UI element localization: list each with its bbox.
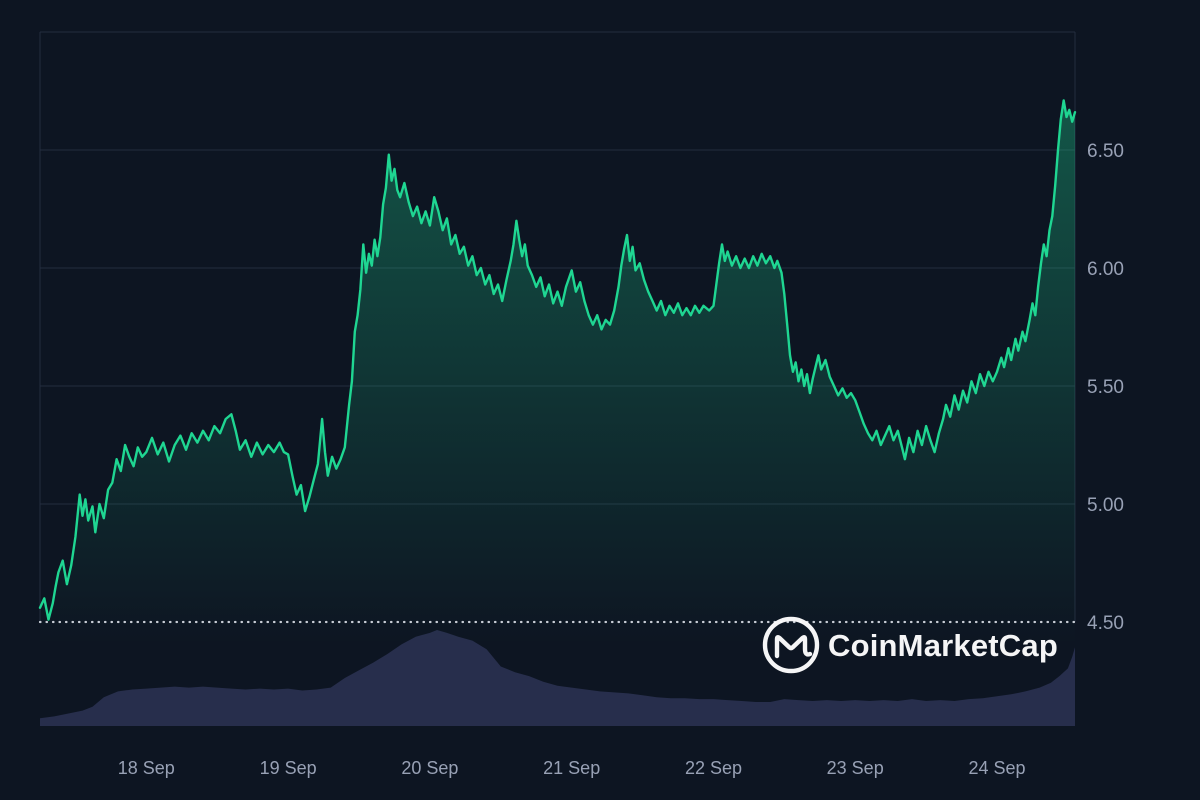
y-axis-label: 5.50 [1087, 377, 1124, 398]
x-axis-label: 22 Sep [685, 758, 742, 778]
price-area-fill [40, 100, 1075, 645]
x-axis-label: 18 Sep [118, 758, 175, 778]
y-axis-label: 4.50 [1087, 613, 1124, 634]
volume-area [40, 630, 1075, 726]
y-axis-label: 6.50 [1087, 141, 1124, 162]
x-axis-label: 19 Sep [260, 758, 317, 778]
watermark-text: CoinMarketCap [828, 628, 1058, 663]
x-axis-label: 23 Sep [827, 758, 884, 778]
y-axis-labels: 6.50 6.00 5.50 5.00 4.50 [1087, 141, 1124, 634]
x-axis-label: 21 Sep [543, 758, 600, 778]
y-axis-label: 6.00 [1087, 259, 1124, 280]
price-line [38, 99, 1077, 621]
coinmarketcap-logo-icon [762, 616, 820, 674]
x-axis-labels: 18 Sep 19 Sep 20 Sep 21 Sep 22 Sep 23 Sep 24 S… [118, 758, 1026, 778]
x-axis-label: 20 Sep [401, 758, 458, 778]
x-axis-label: 24 Sep [968, 758, 1025, 778]
coinmarketcap-m-glyph [774, 635, 813, 659]
coinmarketcap-watermark: CoinMarketCap [762, 616, 1058, 674]
y-axis-label: 5.00 [1087, 495, 1124, 516]
